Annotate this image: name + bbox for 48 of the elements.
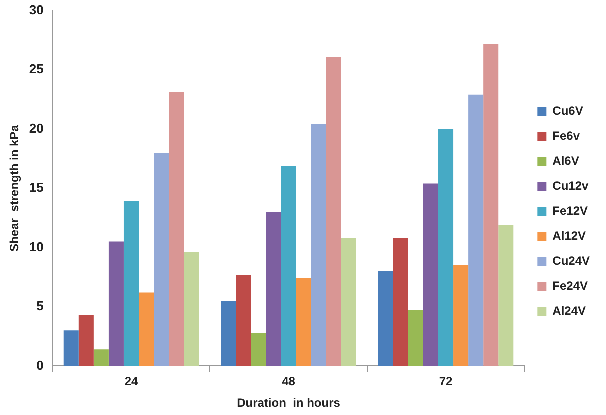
legend-label: Fe6v [552, 128, 580, 143]
bar [438, 129, 454, 366]
bar [266, 212, 282, 366]
y-tick-label: 15 [29, 180, 44, 196]
bar [251, 333, 266, 366]
bar [124, 202, 140, 366]
bar [64, 330, 79, 366]
legend-label: Fe24V [552, 278, 588, 293]
bar [154, 152, 170, 366]
bar [311, 124, 326, 366]
bar [498, 225, 514, 366]
bar [184, 252, 200, 366]
bar [408, 310, 424, 366]
y-axis-title: Shear strength in kPa [8, 124, 22, 252]
legend-label: Al24V [552, 304, 586, 318]
bar [236, 274, 252, 366]
x-tick-label: 24 [124, 374, 138, 389]
legend-label: Fe12V [552, 204, 588, 218]
x-tick-label: 48 [282, 374, 296, 389]
legend-label: Cu6V [552, 104, 584, 118]
bar [296, 278, 312, 366]
x-axis-title: Duration in hours [237, 396, 341, 410]
bar [423, 184, 439, 366]
bar [139, 292, 154, 366]
bar [221, 301, 236, 366]
bar [393, 238, 408, 366]
bar [341, 238, 356, 366]
x-tick-label: 72 [439, 374, 454, 389]
legend-label: Cu24V [552, 254, 590, 268]
bar [281, 166, 296, 366]
y-tick-label: 30 [29, 2, 44, 18]
y-tick-label: 20 [29, 120, 44, 136]
bar [169, 92, 184, 366]
bar [326, 57, 342, 366]
bar [484, 44, 499, 366]
legend-label: Al12V [552, 228, 586, 243]
legend-label: Cu12v [552, 178, 589, 193]
legend-label: Al6V [552, 154, 580, 168]
y-tick-label: 10 [29, 239, 44, 254]
y-tick-label: 0 [36, 358, 44, 373]
bar [454, 266, 469, 366]
bar [378, 271, 394, 366]
bar [108, 242, 124, 366]
bar [468, 94, 484, 366]
bar [94, 350, 109, 366]
y-tick-label: 25 [29, 62, 44, 77]
y-tick-label: 5 [36, 298, 44, 314]
bar [78, 315, 94, 366]
